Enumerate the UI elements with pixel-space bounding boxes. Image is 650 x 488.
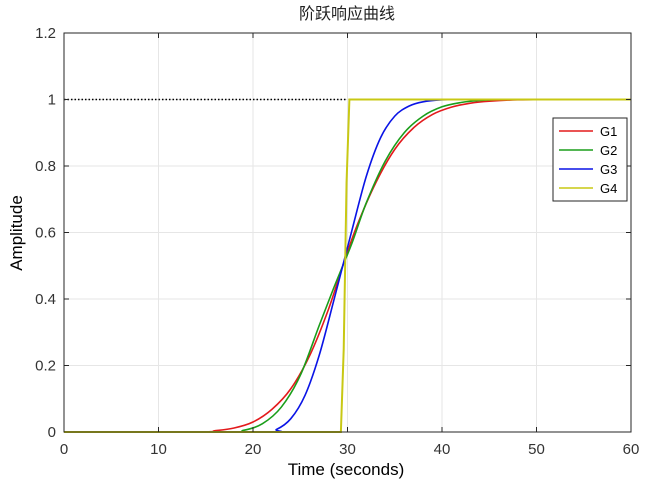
chart-title: 阶跃响应曲线 [299,4,395,23]
x-tick-label: 30 [339,441,356,458]
x-tick-label: 50 [528,441,545,458]
x-tick-label: 20 [245,441,262,458]
series-line-g3 [63,98,594,433]
legend: G1 G2 G3 G4 [552,117,628,202]
y-tick-label: 1 [48,92,56,109]
series-line-g2 [63,98,594,433]
x-axis-label: Time (seconds) [288,460,405,479]
legend-label-g1: G1 [600,124,617,139]
series-lines [63,98,631,433]
legend-box [552,117,628,202]
x-tick-label: 60 [623,441,640,458]
legend-label-g2: G2 [600,143,617,158]
y-tick-label: 0.2 [35,358,56,375]
y-tick-label: 0 [48,424,56,441]
legend-label-g3: G3 [600,162,617,177]
x-tick-label: 10 [150,441,167,458]
x-axis-ticks: 0 10 20 30 40 50 60 [60,33,640,458]
y-tick-label: 0.6 [35,225,56,242]
y-axis-label: Amplitude [7,195,26,271]
y-tick-label: 0.4 [35,291,56,308]
grid-lines [63,32,632,433]
series-line-g1 [63,98,594,433]
legend-label-g4: G4 [600,181,617,196]
y-axis-ticks: 0 0.2 0.4 0.6 0.8 1 1.2 [35,25,631,441]
x-tick-label: 40 [434,441,451,458]
y-tick-label: 0.8 [35,158,56,175]
y-tick-label: 1.2 [35,25,56,42]
x-tick-label: 0 [60,441,68,458]
